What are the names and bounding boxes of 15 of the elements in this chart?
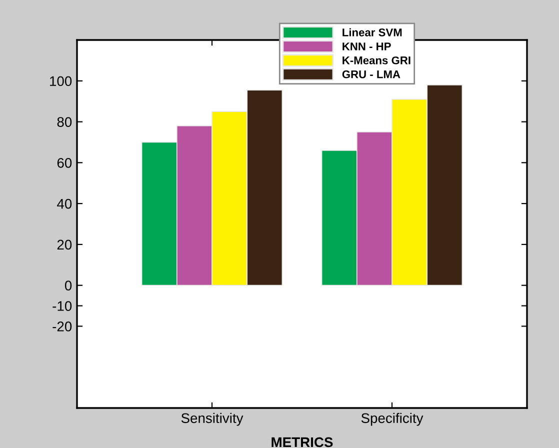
y-tick-label: 60 bbox=[57, 158, 72, 168]
y-tick-label: 100 bbox=[50, 76, 72, 86]
x-axis-title: METRICS bbox=[272, 437, 333, 448]
y-tick-label: 20 bbox=[57, 240, 72, 250]
y-tick-label: 40 bbox=[57, 198, 72, 209]
y-tick-label: 0 bbox=[64, 280, 72, 291]
y-tick-label: -10 bbox=[52, 301, 72, 311]
legend-label: K-Means GRI bbox=[342, 56, 410, 64]
y-tick-label: -20 bbox=[52, 322, 72, 332]
legend-label: GRU - LMA bbox=[342, 70, 400, 78]
legend-label: KNN - HP bbox=[342, 42, 391, 50]
x-tick-label: Sensitivity bbox=[181, 412, 244, 426]
y-tick-label: 80 bbox=[57, 117, 72, 127]
legend-label: Linear SVM bbox=[342, 28, 402, 36]
x-tick-label: Specificity bbox=[361, 412, 424, 426]
